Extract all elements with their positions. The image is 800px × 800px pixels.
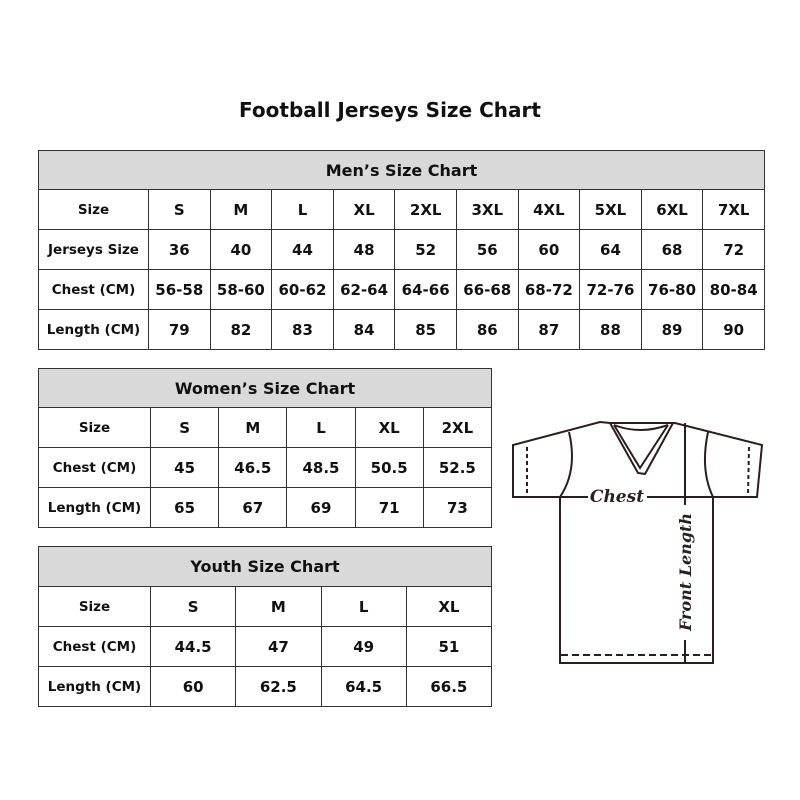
table-cell: 52.5 <box>422 447 493 488</box>
table-cell: M <box>209 189 273 230</box>
row-label: Chest (CM) <box>38 447 151 488</box>
row-label: Length (CM) <box>38 309 149 350</box>
table-cell: 2XL <box>394 189 457 230</box>
table-cell: 64.5 <box>320 666 407 707</box>
table-cell: 64 <box>579 229 642 270</box>
row-label: Size <box>38 586 151 627</box>
table-cell: 64-66 <box>394 269 457 310</box>
table-cell: S <box>148 189 211 230</box>
table-cell: 88 <box>579 309 642 350</box>
table-cell: 82 <box>209 309 273 350</box>
chest-label: Chest <box>590 487 644 507</box>
front-length-label: Front Length <box>676 513 695 632</box>
table-row: Size S M L XL <box>38 586 493 627</box>
table-cell: 89 <box>640 309 704 350</box>
table-cell: 66.5 <box>405 666 493 707</box>
table-cell: 58-60 <box>209 269 273 310</box>
table-cell: 48.5 <box>286 447 356 488</box>
row-label: Length (CM) <box>38 487 151 528</box>
table-cell: 86 <box>455 309 519 350</box>
table-cell: 40 <box>209 229 273 270</box>
table-cell: 90 <box>702 309 765 350</box>
page-title: Football Jerseys Size Chart <box>239 98 541 122</box>
table-cell: S <box>149 407 220 448</box>
table-cell: 65 <box>149 487 220 528</box>
table-row: Length (CM) 60 62.5 64.5 66.5 <box>38 666 493 707</box>
women-heading: Women’s Size Chart <box>38 368 492 408</box>
youth-size-table: Youth Size Chart Size S M L XL Chest (CM) 44.5 4… <box>38 546 493 707</box>
mens-size-table: Men’s Size Chart Size S M L XL 2XL 3XL 4XL 5XL 6XL… <box>38 150 765 350</box>
table-cell: 62-64 <box>332 269 396 310</box>
table-cell: M <box>235 586 322 627</box>
table-cell: 4XL <box>517 189 581 230</box>
table-row: Length (CM) 65 67 69 71 73 <box>38 487 493 528</box>
table-cell: 79 <box>148 309 211 350</box>
table-cell: 69 <box>286 487 356 528</box>
jersey-outline-icon <box>512 420 764 664</box>
table-row: Chest (CM) 45 46.5 48.5 50.5 52.5 <box>38 447 493 488</box>
table-row: Length (CM) 79 82 83 84 85 86 87 88 89 90 <box>38 309 765 350</box>
table-cell: 68 <box>640 229 704 270</box>
table-cell: 46.5 <box>218 447 288 488</box>
table-row: Size S M L XL 2XL 3XL 4XL 5XL 6XL 7XL <box>38 189 765 230</box>
table-cell: 51 <box>405 626 493 667</box>
table-row: Jerseys Size 36 40 44 48 52 56 60 64 68 72 <box>38 229 765 270</box>
table-cell: 52 <box>394 229 457 270</box>
row-label: Size <box>38 407 151 448</box>
table-cell: 73 <box>422 487 493 528</box>
table-cell: S <box>149 586 237 627</box>
table-cell: M <box>218 407 288 448</box>
table-cell: 50.5 <box>354 447 424 488</box>
womens-size-table: Women’s Size Chart Size S M L XL 2XL Chest (CM)… <box>38 368 493 528</box>
table-cell: 5XL <box>579 189 642 230</box>
table-cell: 36 <box>148 229 211 270</box>
table-cell: 67 <box>218 487 288 528</box>
table-cell: 44 <box>271 229 334 270</box>
table-cell: 48 <box>332 229 396 270</box>
table-cell: 80-84 <box>702 269 765 310</box>
table-cell: L <box>271 189 334 230</box>
row-label: Jerseys Size <box>38 229 149 270</box>
row-label: Length (CM) <box>38 666 151 707</box>
men-heading: Men’s Size Chart <box>38 150 765 190</box>
table-cell: 60-62 <box>271 269 334 310</box>
table-cell: XL <box>332 189 396 230</box>
table-cell: 84 <box>332 309 396 350</box>
youth-heading: Youth Size Chart <box>38 546 492 587</box>
table-cell: 62.5 <box>235 666 322 707</box>
table-cell: 71 <box>354 487 424 528</box>
table-cell: XL <box>405 586 493 627</box>
table-cell: 60 <box>517 229 581 270</box>
table-cell: 85 <box>394 309 457 350</box>
row-label: Chest (CM) <box>38 626 151 667</box>
table-cell: 72 <box>702 229 765 270</box>
